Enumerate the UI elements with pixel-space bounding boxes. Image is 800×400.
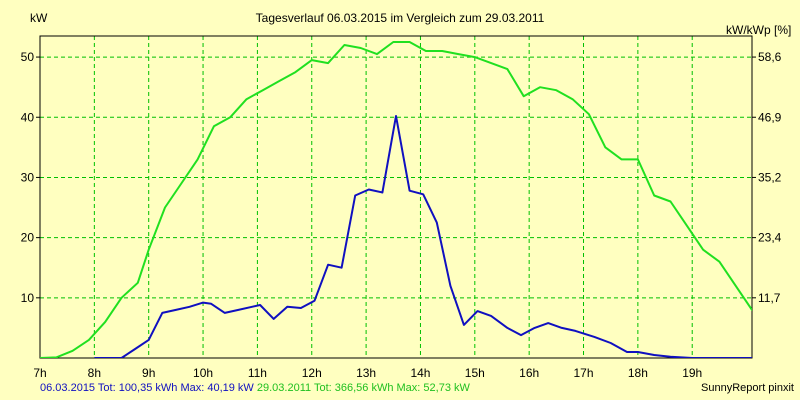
x-tick-label: 8h xyxy=(88,366,101,380)
y2-tick-label: 58,6 xyxy=(758,50,782,64)
y2-axis-label: kW/kWp [%] xyxy=(726,23,791,37)
x-tick-label: 11h xyxy=(248,366,267,380)
plot-frame xyxy=(36,35,756,359)
legend-series-1: 06.03.2015 Tot: 100,35 kWh Max: 40,19 kW xyxy=(40,382,254,394)
x-tick-label: 9h xyxy=(142,366,155,380)
tick-labels: 7h 8h 9h 10h 11h 12h 13h 14h 15h 16h 17h 18h 19h 10 20… xyxy=(21,50,782,380)
y2-tick-label: 11,7 xyxy=(758,291,781,305)
x-tick-label: 19h xyxy=(682,366,702,380)
series-line-2 xyxy=(40,41,752,358)
x-tick-label: 12h xyxy=(302,366,322,380)
series-layer xyxy=(40,41,752,358)
y-tick-label: 10 xyxy=(21,291,35,305)
y2-tick-label: 23,4 xyxy=(758,231,782,245)
chart-footer: 06.03.2015 Tot: 100,35 kWh Max: 40,19 kW… xyxy=(40,382,470,394)
grid xyxy=(39,36,752,358)
x-tick-label: 13h xyxy=(356,366,376,380)
y2-tick-label: 35,2 xyxy=(758,170,782,184)
x-tick-label: 18h xyxy=(628,366,648,380)
x-tick-label: 17h xyxy=(573,366,593,380)
x-tick-label: 7h xyxy=(33,366,46,380)
y-axis-label: kW xyxy=(30,11,48,25)
credit-text: SunnyReport pinxit xyxy=(701,382,794,394)
plot-border xyxy=(39,35,753,359)
y-tick-label: 20 xyxy=(21,231,35,245)
x-tick-label: 10h xyxy=(193,366,213,380)
legend-series-2: 29.03.2011 Tot: 366,56 kWh Max: 52,73 kW xyxy=(256,382,470,394)
x-tick-label: 16h xyxy=(519,366,539,380)
y2-tick-label: 46,9 xyxy=(758,110,782,124)
chart-title: Tagesverlauf 06.03.2015 im Vergleich zum… xyxy=(256,11,545,25)
series-line-1 xyxy=(94,115,752,358)
y-tick-label: 50 xyxy=(21,50,35,64)
y-tick-label: 40 xyxy=(21,110,35,124)
x-tick-label: 15h xyxy=(465,366,485,380)
y-tick-label: 30 xyxy=(21,170,35,184)
x-tick-label: 14h xyxy=(410,366,430,380)
